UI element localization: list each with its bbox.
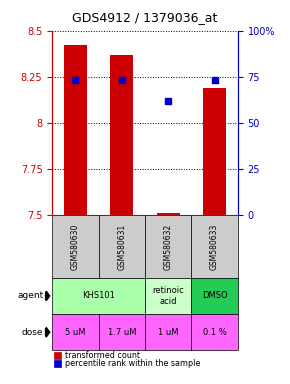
Text: 1.7 uM: 1.7 uM — [108, 328, 136, 337]
Text: retinoic
acid: retinoic acid — [152, 286, 184, 306]
Point — [166, 98, 171, 104]
Bar — [64, 45, 87, 215]
Point — [212, 78, 217, 84]
Text: GDS4912 / 1379036_at: GDS4912 / 1379036_at — [72, 11, 218, 24]
Text: GSM580632: GSM580632 — [164, 223, 173, 270]
Text: agent: agent — [17, 291, 44, 300]
Text: DMSO: DMSO — [202, 291, 227, 300]
Text: 5 uM: 5 uM — [65, 328, 86, 337]
Text: 1 uM: 1 uM — [158, 328, 178, 337]
Bar — [203, 88, 226, 215]
Point — [119, 78, 124, 84]
Bar — [157, 213, 180, 215]
Text: KHS101: KHS101 — [82, 291, 115, 300]
Text: 0.1 %: 0.1 % — [203, 328, 226, 337]
Text: GSM580633: GSM580633 — [210, 223, 219, 270]
Point — [73, 78, 78, 84]
Text: GSM580631: GSM580631 — [117, 223, 126, 270]
Text: GSM580630: GSM580630 — [71, 223, 80, 270]
Bar — [110, 55, 133, 215]
Text: transformed count: transformed count — [65, 351, 140, 360]
Text: percentile rank within the sample: percentile rank within the sample — [65, 359, 201, 368]
Text: dose: dose — [22, 328, 44, 337]
